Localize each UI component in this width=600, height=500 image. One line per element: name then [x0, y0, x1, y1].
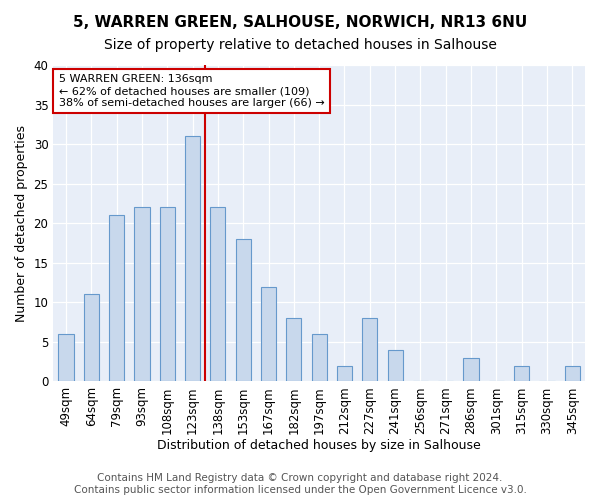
Bar [388, 350, 403, 382]
Bar [286, 318, 301, 382]
Bar [261, 286, 276, 382]
Bar [463, 358, 479, 382]
Bar [337, 366, 352, 382]
X-axis label: Distribution of detached houses by size in Salhouse: Distribution of detached houses by size … [157, 440, 481, 452]
Bar [160, 208, 175, 382]
Y-axis label: Number of detached properties: Number of detached properties [15, 124, 28, 322]
Bar [109, 216, 124, 382]
Bar [210, 208, 226, 382]
Bar [58, 334, 74, 382]
Text: Contains HM Land Registry data © Crown copyright and database right 2024.
Contai: Contains HM Land Registry data © Crown c… [74, 474, 526, 495]
Bar [362, 318, 377, 382]
Bar [134, 208, 149, 382]
Bar [185, 136, 200, 382]
Bar [236, 239, 251, 382]
Bar [83, 294, 99, 382]
Text: 5, WARREN GREEN, SALHOUSE, NORWICH, NR13 6NU: 5, WARREN GREEN, SALHOUSE, NORWICH, NR13… [73, 15, 527, 30]
Bar [311, 334, 327, 382]
Text: 5 WARREN GREEN: 136sqm
← 62% of detached houses are smaller (109)
38% of semi-de: 5 WARREN GREEN: 136sqm ← 62% of detached… [59, 74, 325, 108]
Bar [514, 366, 529, 382]
Text: Size of property relative to detached houses in Salhouse: Size of property relative to detached ho… [104, 38, 496, 52]
Bar [565, 366, 580, 382]
